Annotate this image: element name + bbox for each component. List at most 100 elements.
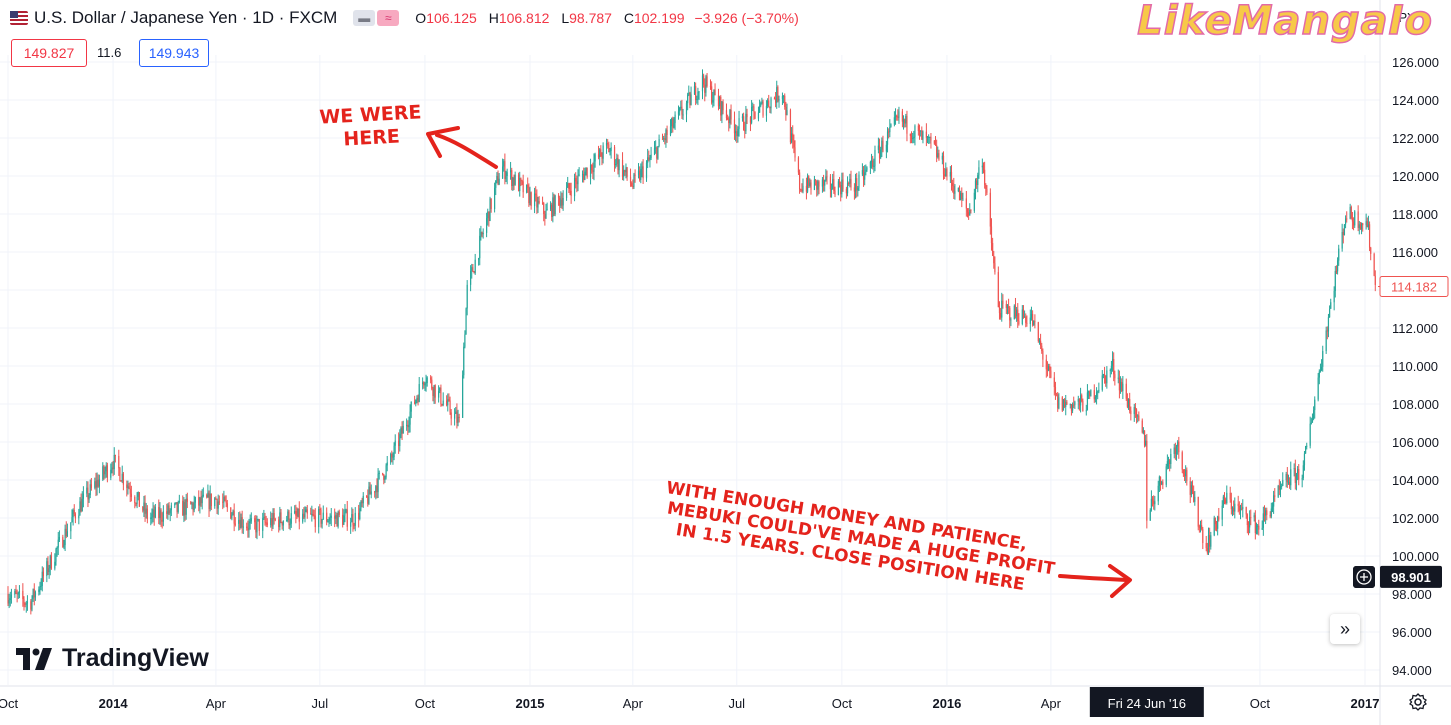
y-tick-label: 102.000 xyxy=(1392,511,1439,526)
candle-body xyxy=(801,189,803,192)
candle xyxy=(1301,474,1303,488)
candle xyxy=(210,493,212,511)
candle xyxy=(982,162,985,174)
ohlc-readout: O106.125 H106.812 L98.787 C102.199 −3.92… xyxy=(415,10,799,26)
candle xyxy=(858,171,860,191)
candle-body xyxy=(113,454,115,470)
candle xyxy=(214,496,216,509)
settings-icon[interactable] xyxy=(1408,692,1428,712)
candle-body xyxy=(688,92,690,95)
candle-body xyxy=(1330,302,1332,309)
candle xyxy=(599,148,601,166)
candle-body xyxy=(1231,507,1234,510)
candle-body xyxy=(1050,370,1052,378)
candle xyxy=(981,158,983,174)
candle xyxy=(977,172,979,193)
candle-body xyxy=(72,509,74,518)
candle-body xyxy=(1079,395,1082,406)
candle-body xyxy=(394,440,396,446)
candle xyxy=(455,406,457,414)
candle-body xyxy=(193,502,195,511)
candle-body xyxy=(949,171,951,177)
candle-body xyxy=(501,166,504,179)
candle-body xyxy=(984,169,986,185)
candle-body xyxy=(776,87,778,103)
candle xyxy=(1354,210,1356,228)
candle xyxy=(577,169,579,192)
spread-value: 11.6 xyxy=(97,45,122,60)
candle xyxy=(808,175,810,189)
candle xyxy=(814,179,817,186)
candle-body xyxy=(1197,496,1199,527)
candle xyxy=(1334,265,1336,298)
wave-icon[interactable]: ≈ xyxy=(377,10,400,26)
candle xyxy=(1226,485,1228,505)
candle xyxy=(170,502,172,517)
candle xyxy=(672,116,674,133)
tradingview-logo-icon xyxy=(16,647,52,670)
candle xyxy=(1333,286,1335,311)
y-tick-label: 110.000 xyxy=(1392,359,1438,374)
display-toggle[interactable]: ▬ ≈ xyxy=(353,10,400,26)
candle-body xyxy=(874,149,876,166)
candle-body xyxy=(1110,365,1113,370)
candle xyxy=(407,420,409,436)
annotation-arrowhead xyxy=(1108,564,1132,598)
plus-icon[interactable] xyxy=(1353,566,1375,588)
candle-body xyxy=(743,116,745,131)
candle-body xyxy=(841,179,843,195)
candle-body xyxy=(138,492,140,507)
candle-body xyxy=(1190,485,1192,495)
candle xyxy=(126,480,128,497)
candle xyxy=(450,409,452,426)
candle xyxy=(870,153,873,169)
candle xyxy=(1110,360,1113,375)
candle xyxy=(761,97,763,105)
candle-body xyxy=(1318,371,1320,378)
candle xyxy=(198,490,200,512)
candle-body xyxy=(41,571,43,586)
candle-body xyxy=(312,514,314,516)
candle xyxy=(1359,221,1362,230)
candle xyxy=(986,185,988,195)
candle-body xyxy=(1008,306,1010,308)
candle xyxy=(958,185,961,201)
minus-icon[interactable]: ▬ xyxy=(353,10,376,26)
candle xyxy=(104,466,106,479)
candle-body xyxy=(1254,515,1256,534)
candle xyxy=(232,509,234,516)
candle-body xyxy=(546,209,548,211)
candle xyxy=(1198,524,1200,533)
candle xyxy=(242,519,244,535)
candle xyxy=(607,139,609,149)
tradingview-logo[interactable]: TradingView xyxy=(16,644,209,673)
symbol-title[interactable]: U.S. Dollar / Japanese Yen · 1D · FXCM xyxy=(34,8,338,27)
sell-button[interactable]: 149.827 xyxy=(11,39,87,67)
candle-body xyxy=(1286,474,1288,483)
candle-body xyxy=(346,509,348,527)
candle xyxy=(374,490,376,498)
expand-button[interactable]: » xyxy=(1330,614,1360,644)
candle xyxy=(103,464,105,480)
candle xyxy=(937,146,939,159)
candle-body xyxy=(1045,359,1047,370)
buy-button[interactable]: 149.943 xyxy=(139,39,209,67)
candle xyxy=(1258,519,1260,536)
candle-body xyxy=(334,515,336,519)
candle xyxy=(239,511,241,530)
candle xyxy=(55,547,57,566)
candle-body xyxy=(673,123,675,128)
candle-body xyxy=(1098,389,1100,392)
candle xyxy=(925,123,927,147)
candle xyxy=(665,128,667,148)
candle-body xyxy=(442,400,444,405)
candle xyxy=(728,116,730,132)
candle-body xyxy=(258,519,260,531)
candle xyxy=(217,494,219,515)
candle xyxy=(1366,217,1368,228)
candle-body xyxy=(1265,510,1267,516)
candle xyxy=(1133,403,1135,422)
candle-body xyxy=(58,536,61,540)
candle-body xyxy=(562,197,564,206)
